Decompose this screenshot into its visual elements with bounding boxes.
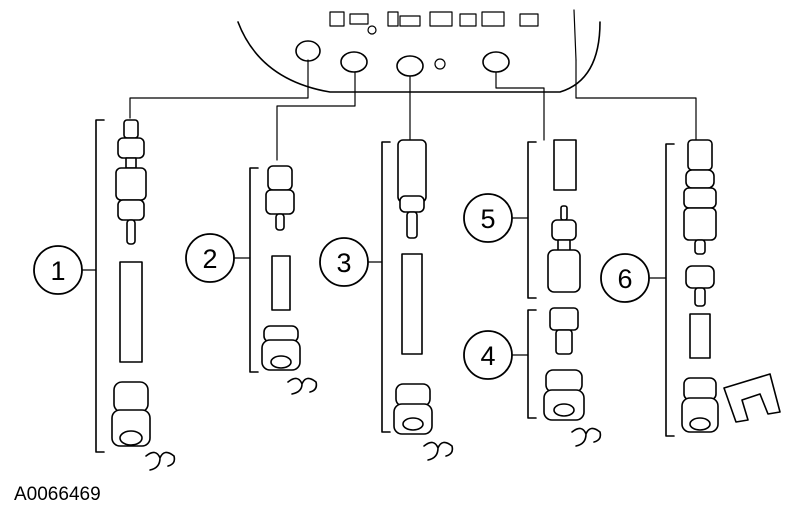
valve-group-4 [511,307,602,447]
callout-label-5: 5 [480,204,495,234]
callout-2: 2 [185,233,235,283]
valve-group-2 [233,165,318,395]
callout-label-2: 2 [202,244,217,274]
leader-lines [129,59,697,161]
valve-body [237,9,601,93]
callout-6: 6 [600,253,650,303]
callout-label-4: 4 [480,341,495,371]
callout-5: 5 [463,193,513,243]
valve-group-6 [649,139,781,437]
callout-3: 3 [319,237,369,287]
callout-4: 4 [463,330,513,380]
callout-label-6: 6 [617,264,632,294]
valve-group-3 [367,139,454,461]
callout-label-3: 3 [336,248,351,278]
callout-1: 1 [33,245,83,295]
figure-id: A0066469 [14,484,101,505]
valve-group-1 [81,119,176,471]
callout-label-1: 1 [50,256,65,286]
valve-group-5 [511,139,581,299]
